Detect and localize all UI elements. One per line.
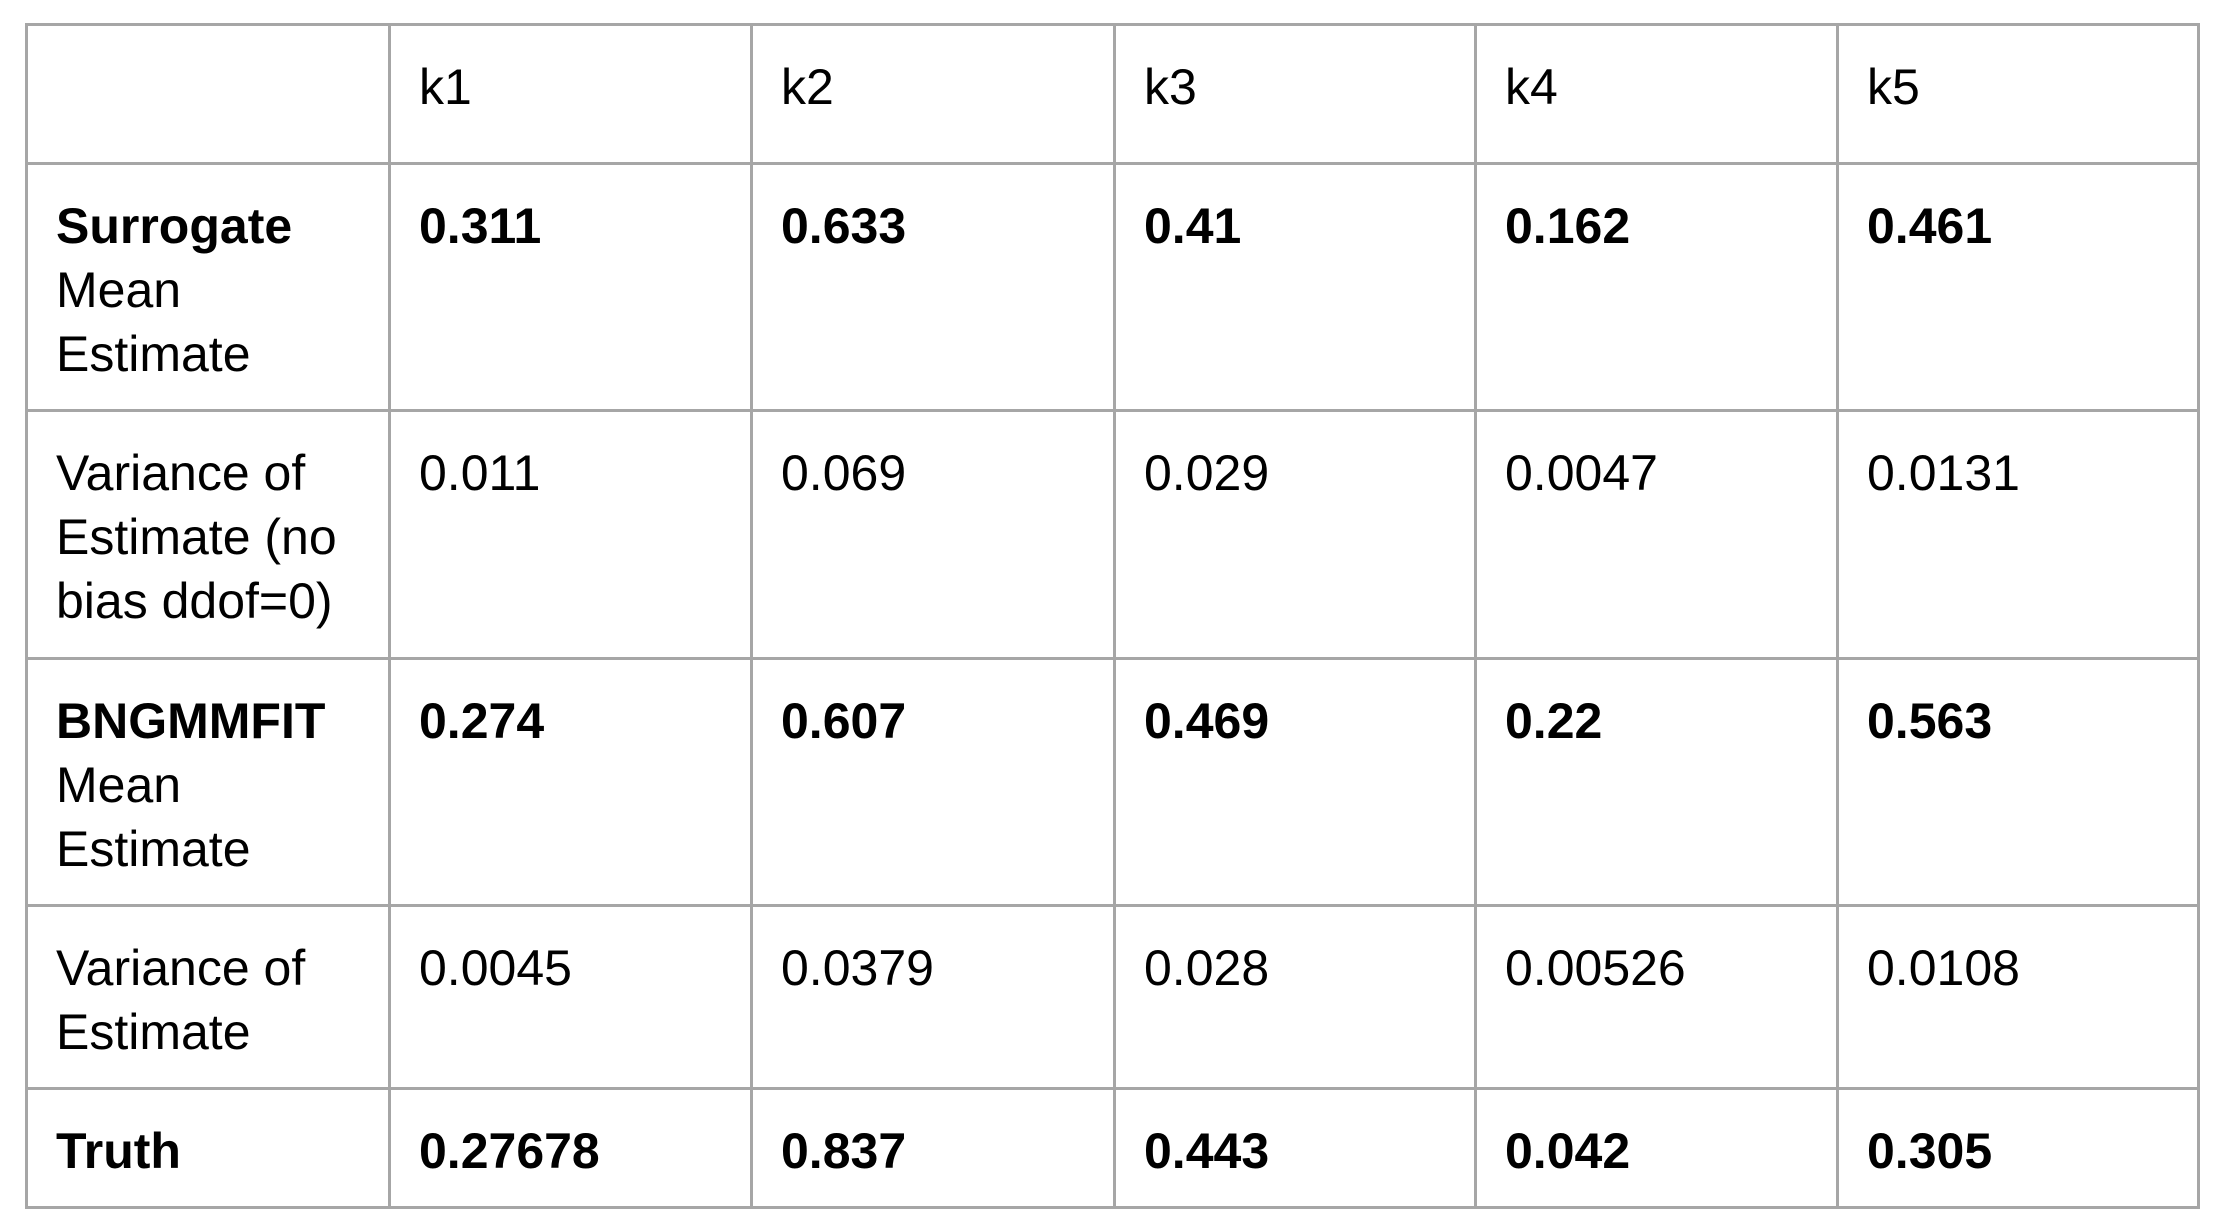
value-cell: 0.837 bbox=[750, 1087, 1116, 1209]
table-body: k1 k2 k3 k4 k5 Surrogate Mean Estimate 0.311 0.6… bbox=[25, 23, 2200, 1209]
value-cell: 0.042 bbox=[1474, 1087, 1839, 1209]
value-cell: 0.563 bbox=[1836, 657, 2200, 907]
value-cell: 0.162 bbox=[1474, 162, 1839, 412]
value-cell: 0.011 bbox=[388, 409, 753, 660]
row-label-text: Mean Estimate bbox=[56, 757, 251, 877]
value-cell: 0.633 bbox=[750, 162, 1116, 412]
data-table: k1 k2 k3 k4 k5 Surrogate Mean Estimate 0.311 0.6… bbox=[25, 23, 2200, 1209]
value-cell: 0.305 bbox=[1836, 1087, 2200, 1209]
value-cell: 0.069 bbox=[750, 409, 1116, 660]
value-cell: 0.029 bbox=[1113, 409, 1477, 660]
column-header: k1 bbox=[388, 23, 753, 165]
column-header: k3 bbox=[1113, 23, 1477, 165]
row-label: Surrogate Mean Estimate bbox=[25, 162, 391, 412]
value-cell: 0.607 bbox=[750, 657, 1116, 907]
table-row: Variance of Estimate 0.0045 0.0379 0.028 0.0… bbox=[25, 904, 2200, 1090]
value-cell: 0.00526 bbox=[1474, 904, 1839, 1090]
table-row: Truth 0.27678 0.837 0.443 0.042 0.305 bbox=[25, 1087, 2200, 1209]
value-cell: 0.0045 bbox=[388, 904, 753, 1090]
row-label-bold: BNGMMFIT bbox=[56, 693, 326, 749]
table-row: BNGMMFIT Mean Estimate 0.274 0.607 0.469 0.22… bbox=[25, 657, 2200, 907]
value-cell: 0.028 bbox=[1113, 904, 1477, 1090]
row-label-text: Variance of Estimate bbox=[56, 940, 306, 1060]
value-cell: 0.443 bbox=[1113, 1087, 1477, 1209]
value-cell: 0.27678 bbox=[388, 1087, 753, 1209]
row-label-text: Variance of Estimate (no bias ddof=0) bbox=[56, 445, 337, 629]
row-label: BNGMMFIT Mean Estimate bbox=[25, 657, 391, 907]
value-cell: 0.0047 bbox=[1474, 409, 1839, 660]
row-label-bold: Truth bbox=[56, 1123, 181, 1179]
value-cell: 0.311 bbox=[388, 162, 753, 412]
header-row: k1 k2 k3 k4 k5 bbox=[25, 23, 2200, 165]
row-label: Truth bbox=[25, 1087, 391, 1209]
value-cell: 0.0108 bbox=[1836, 904, 2200, 1090]
value-cell: 0.22 bbox=[1474, 657, 1839, 907]
value-cell: 0.274 bbox=[388, 657, 753, 907]
corner-cell bbox=[25, 23, 391, 165]
column-header: k4 bbox=[1474, 23, 1839, 165]
table-row: Surrogate Mean Estimate 0.311 0.633 0.41 0.16… bbox=[25, 162, 2200, 412]
table-row: Variance of Estimate (no bias ddof=0) 0.0… bbox=[25, 409, 2200, 660]
value-cell: 0.0379 bbox=[750, 904, 1116, 1090]
value-cell: 0.461 bbox=[1836, 162, 2200, 412]
row-label-text: Mean Estimate bbox=[56, 262, 251, 382]
row-label: Variance of Estimate bbox=[25, 904, 391, 1090]
value-cell: 0.0131 bbox=[1836, 409, 2200, 660]
row-label: Variance of Estimate (no bias ddof=0) bbox=[25, 409, 391, 660]
column-header: k2 bbox=[750, 23, 1116, 165]
row-label-bold: Surrogate bbox=[56, 198, 293, 254]
column-header: k5 bbox=[1836, 23, 2200, 165]
value-cell: 0.469 bbox=[1113, 657, 1477, 907]
value-cell: 0.41 bbox=[1113, 162, 1477, 412]
